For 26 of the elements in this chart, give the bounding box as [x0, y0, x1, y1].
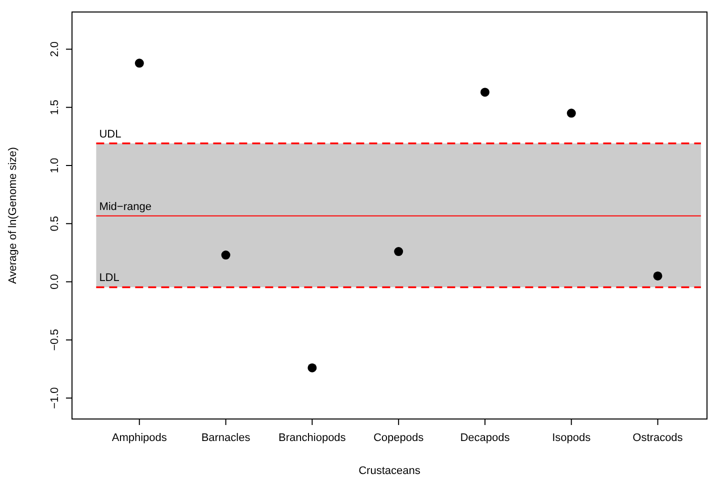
- y-tick-label: 0.0: [49, 274, 61, 290]
- y-tick-label: −0.5: [49, 329, 61, 351]
- ref-line-label: UDL: [99, 128, 122, 140]
- y-tick-label: 0.5: [49, 216, 61, 232]
- y-tick-label: 1.5: [49, 100, 61, 116]
- point: [308, 363, 317, 372]
- point: [480, 88, 490, 97]
- x-tick-label: Branchiopods: [278, 432, 346, 444]
- x-tick-label: Copepods: [373, 432, 424, 444]
- x-tick-label: Decapods: [460, 432, 510, 444]
- point: [566, 108, 576, 118]
- y-axis-title: Average of ln(Genome size): [7, 147, 19, 284]
- x-tick-label: Isopods: [552, 432, 592, 444]
- point: [653, 271, 662, 280]
- y-tick-label: −1.0: [49, 387, 61, 409]
- x-tick-label: Barnacles: [201, 432, 251, 444]
- x-axis-title: Crustaceans: [358, 465, 421, 477]
- y-tick-label: 1.0: [49, 158, 61, 174]
- x-tick-label: Ostracods: [632, 432, 684, 444]
- point: [221, 250, 230, 260]
- point: [394, 247, 404, 256]
- y-tick-label: 2.0: [49, 42, 61, 57]
- point: [134, 58, 144, 68]
- x-tick-label: Amphipods: [112, 432, 168, 444]
- ref-line-label: Mid−range: [99, 200, 152, 213]
- ref-line-label: LDL: [99, 272, 120, 284]
